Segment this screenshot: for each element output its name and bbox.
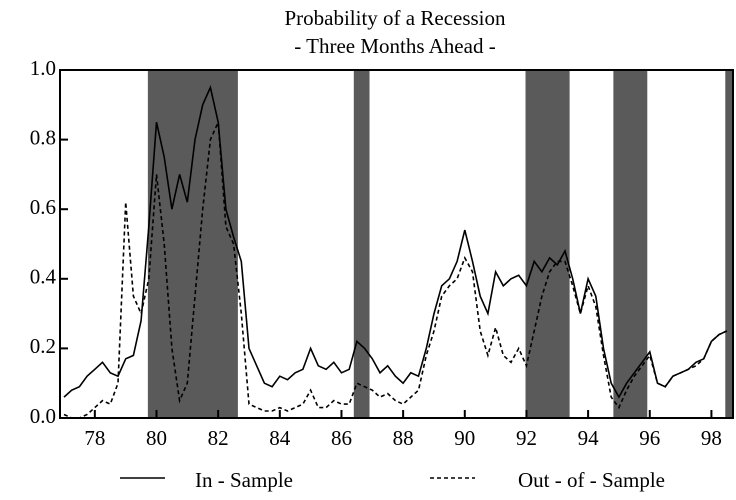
y-tick-label: 0.4 bbox=[30, 265, 57, 289]
x-tick-label: 90 bbox=[454, 426, 475, 450]
recession-band bbox=[147, 70, 238, 418]
y-tick-label: 0.0 bbox=[30, 404, 56, 428]
y-tick-label: 0.8 bbox=[30, 125, 56, 149]
recession-band bbox=[525, 70, 570, 418]
y-tick-label: 0.2 bbox=[30, 334, 56, 358]
y-tick-label: 0.6 bbox=[30, 195, 56, 219]
chart-subtitle: - Three Months Ahead - bbox=[294, 34, 495, 58]
y-tick-label: 1.0 bbox=[30, 56, 56, 80]
legend-label: In - Sample bbox=[195, 468, 293, 492]
x-tick-label: 80 bbox=[146, 426, 167, 450]
series-line bbox=[63, 121, 728, 419]
x-tick-label: 96 bbox=[639, 426, 660, 450]
plot-frame bbox=[59, 69, 734, 419]
x-tick-label: 94 bbox=[578, 426, 600, 450]
x-tick-label: 84 bbox=[269, 426, 291, 450]
x-tick-label: 92 bbox=[516, 426, 537, 450]
recession-band bbox=[353, 70, 370, 418]
x-tick-label: 88 bbox=[393, 426, 414, 450]
recession-band bbox=[725, 70, 733, 418]
x-tick-label: 86 bbox=[331, 426, 352, 450]
series-line bbox=[63, 84, 728, 399]
x-tick-label: 82 bbox=[208, 426, 229, 450]
legend-label: Out - of - Sample bbox=[518, 468, 665, 492]
x-tick-label: 98 bbox=[701, 426, 722, 450]
chart-title: Probability of a Recession bbox=[284, 6, 506, 30]
x-tick-label: 78 bbox=[84, 426, 105, 450]
recession-band bbox=[613, 70, 648, 418]
